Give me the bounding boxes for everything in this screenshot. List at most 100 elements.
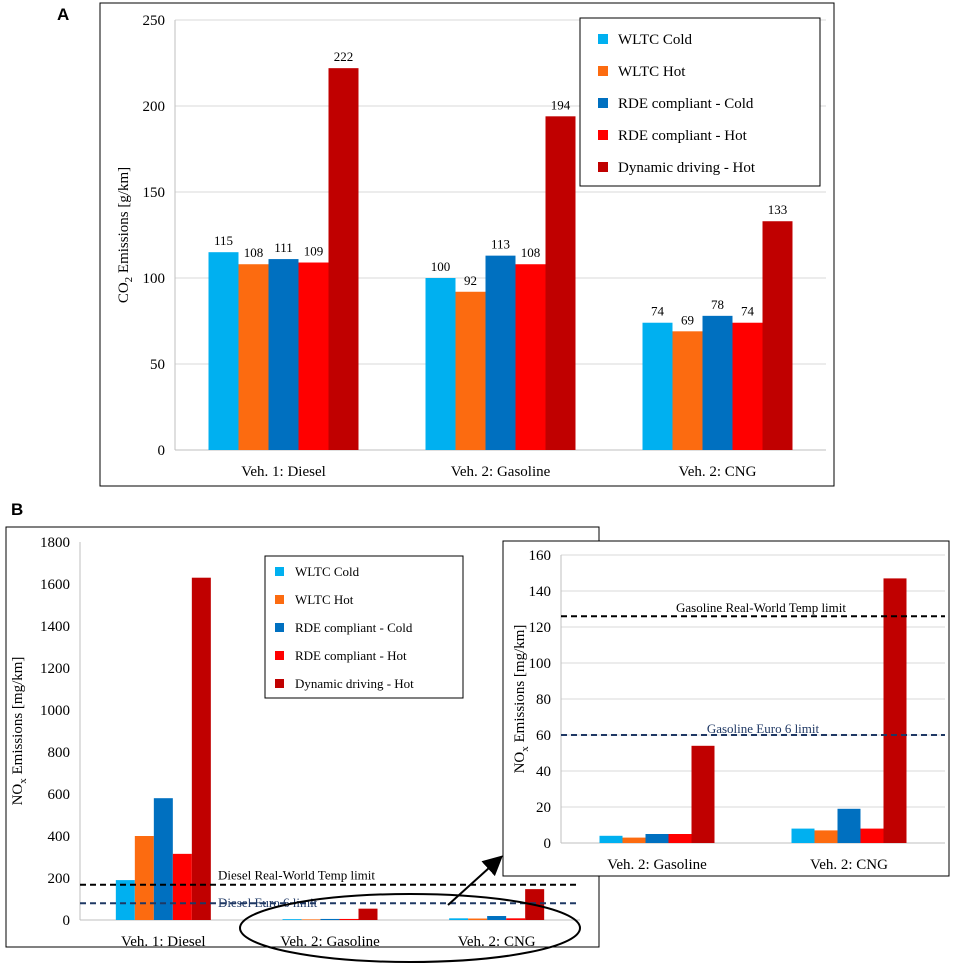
y-tick-label: 200: [143, 99, 166, 115]
panel-b-letter: B: [11, 500, 23, 519]
data-label: 74: [651, 304, 665, 319]
bar-rde-compliant-cold-veh-2-cng: [487, 916, 507, 920]
y-tick-label: 100: [143, 271, 166, 287]
bar-dynamic-driving-hot-veh-1-diesel: [191, 577, 211, 920]
data-label: 109: [304, 244, 324, 259]
bar-wltc-cold-veh-2-cng: [449, 918, 469, 920]
bar-wltc-cold-veh-1-diesel: [115, 880, 135, 920]
bar-wltc-hot-veh-1-diesel: [134, 836, 154, 920]
y-tick-label: 600: [48, 787, 71, 803]
y-tick-label: 400: [48, 829, 71, 845]
legend-label-rde-compliant-cold: RDE compliant - Cold: [295, 620, 413, 635]
legend-a: WLTC Cold WLTC Hot RDE compliant - Cold RDE…: [579, 17, 821, 187]
y-tick-label: 140: [529, 584, 552, 600]
legend-label-wltc-hot: WLTC Hot: [295, 592, 354, 607]
bar-rde-compliant-hot-veh-2-gasoline: [668, 834, 692, 843]
bar-wltc-hot-veh-2-cng: [468, 918, 488, 920]
bar-rde-compliant-cold-veh-2-gasoline: [485, 255, 516, 450]
y-tick-label: 1000: [40, 703, 70, 719]
legend-label-dynamic-driving-hot: Dynamic driving - Hot: [618, 160, 756, 176]
bar-wltc-cold-veh-2-cng: [642, 322, 673, 450]
data-label: 133: [768, 202, 788, 217]
legend-swatch-rde-compliant-cold: [275, 623, 284, 632]
legend-b: WLTC Cold WLTC Hot RDE compliant - Cold RDE…: [264, 555, 464, 699]
data-label: 69: [681, 312, 694, 327]
legend-swatch-wltc-cold: [598, 34, 608, 44]
bar-dynamic-driving-hot-veh-2-cng: [762, 221, 793, 450]
legend-label-wltc-hot: WLTC Hot: [618, 64, 686, 80]
bar-rde-compliant-hot-veh-2-cng: [506, 918, 526, 920]
data-label: 78: [711, 297, 724, 312]
y-tick-label: 200: [48, 871, 71, 887]
legend-swatch-rde-compliant-hot: [598, 130, 608, 140]
zoom-arrow: [447, 855, 503, 906]
legend-swatch-wltc-hot: [598, 66, 608, 76]
bar-dynamic-driving-hot-veh-2-gasoline: [358, 908, 378, 920]
legend-swatch-rde-compliant-hot: [275, 651, 284, 660]
y-tick-label: 40: [536, 764, 551, 780]
data-label: 108: [244, 245, 264, 260]
bar-wltc-hot-veh-2-gasoline: [622, 837, 646, 843]
bar-rde-compliant-cold-veh-2-gasoline: [320, 918, 340, 920]
legend-swatch-dynamic-driving-hot: [598, 162, 608, 172]
bar-wltc-hot-veh-2-gasoline: [455, 291, 486, 450]
zoom-ellipse: [239, 893, 581, 963]
y-axis-label: CO2 Emissions [g/km]: [116, 167, 135, 303]
x-tick-label-veh-2-cng: Veh. 2: CNG: [679, 464, 757, 480]
bar-wltc-cold-veh-2-gasoline: [282, 919, 302, 920]
y-tick-label: 0: [158, 443, 166, 459]
legend-label-rde-compliant-hot: RDE compliant - Hot: [618, 128, 748, 144]
legend-swatch-rde-compliant-cold: [598, 98, 608, 108]
y-tick-label: 50: [150, 357, 165, 373]
y-tick-label: 800: [48, 745, 71, 761]
x-tick-label-veh-2-gasoline: Veh. 2: Gasoline: [451, 464, 551, 480]
legend-box: [579, 17, 821, 187]
bar-rde-compliant-cold-veh-2-cng: [837, 808, 861, 843]
bar-wltc-hot-veh-1-diesel: [238, 264, 269, 450]
bar-rde-compliant-cold-veh-2-gasoline: [645, 834, 669, 843]
chart-a: 0 50 100 150 200 250 115 108 111 109 222 Veh. 1: Di…: [116, 13, 826, 480]
legend-label-wltc-cold: WLTC Cold: [618, 32, 693, 48]
y-axis-label: NOx Emissions [mg/km]: [10, 657, 29, 806]
y-axis-label: NOx Emissions [mg/km]: [512, 625, 531, 774]
data-label: 113: [491, 237, 510, 252]
data-label: 74: [741, 304, 755, 319]
bar-wltc-hot-veh-2-cng: [672, 331, 703, 450]
bar-rde-compliant-hot-veh-2-cng: [860, 828, 884, 843]
y-tick-label: 1200: [40, 661, 70, 677]
bar-wltc-hot-veh-2-cng: [814, 830, 838, 843]
bar-wltc-cold-veh-1-diesel: [208, 252, 239, 450]
chart-b-inset: 0 20 40 60 80 100 120 140 160 Veh. 2: Gasoline Veh…: [512, 548, 945, 873]
limit-label-diesel-euro-6-limit: Diesel Euro 6 limit: [218, 895, 318, 910]
data-label: 115: [214, 233, 233, 248]
bar-rde-compliant-cold-veh-1-diesel: [153, 798, 173, 920]
limit-label-diesel-real-world-temp-limit: Diesel Real-World Temp limit: [218, 868, 375, 883]
x-tick-label-veh-2-gasoline: Veh. 2: Gasoline: [607, 857, 707, 873]
y-tick-label: 1400: [40, 619, 70, 635]
legend-swatch-wltc-hot: [275, 595, 284, 604]
y-tick-label: 150: [143, 185, 166, 201]
bar-rde-compliant-cold-veh-1-diesel: [268, 259, 299, 450]
y-tick-label: 80: [536, 692, 551, 708]
x-tick-label-veh-1-diesel: Veh. 1: Diesel: [241, 464, 326, 480]
data-label: 100: [431, 259, 451, 274]
bar-wltc-cold-veh-2-gasoline: [425, 278, 456, 450]
y-tick-label: 160: [529, 548, 552, 564]
bar-dynamic-driving-hot-veh-2-gasoline: [545, 116, 576, 450]
legend-swatch-wltc-cold: [275, 567, 284, 576]
bar-wltc-hot-veh-2-gasoline: [301, 919, 321, 920]
bar-rde-compliant-cold-veh-2-cng: [702, 315, 733, 450]
legend-label-dynamic-driving-hot: Dynamic driving - Hot: [295, 676, 414, 691]
y-tick-label: 1600: [40, 577, 70, 593]
y-tick-label: 20: [536, 800, 551, 816]
bar-dynamic-driving-hot-veh-2-cng: [883, 578, 907, 843]
y-tick-label: 60: [536, 728, 551, 744]
bar-rde-compliant-hot-veh-1-diesel: [298, 262, 329, 450]
x-tick-label-veh-2-gasoline: Veh. 2: Gasoline: [280, 934, 380, 950]
legend-label-rde-compliant-hot: RDE compliant - Hot: [295, 648, 407, 663]
y-tick-label: 120: [529, 620, 552, 636]
bar-rde-compliant-hot-veh-1-diesel: [172, 853, 192, 920]
bar-wltc-cold-veh-2-gasoline: [599, 835, 623, 843]
data-label: 194: [551, 97, 571, 112]
